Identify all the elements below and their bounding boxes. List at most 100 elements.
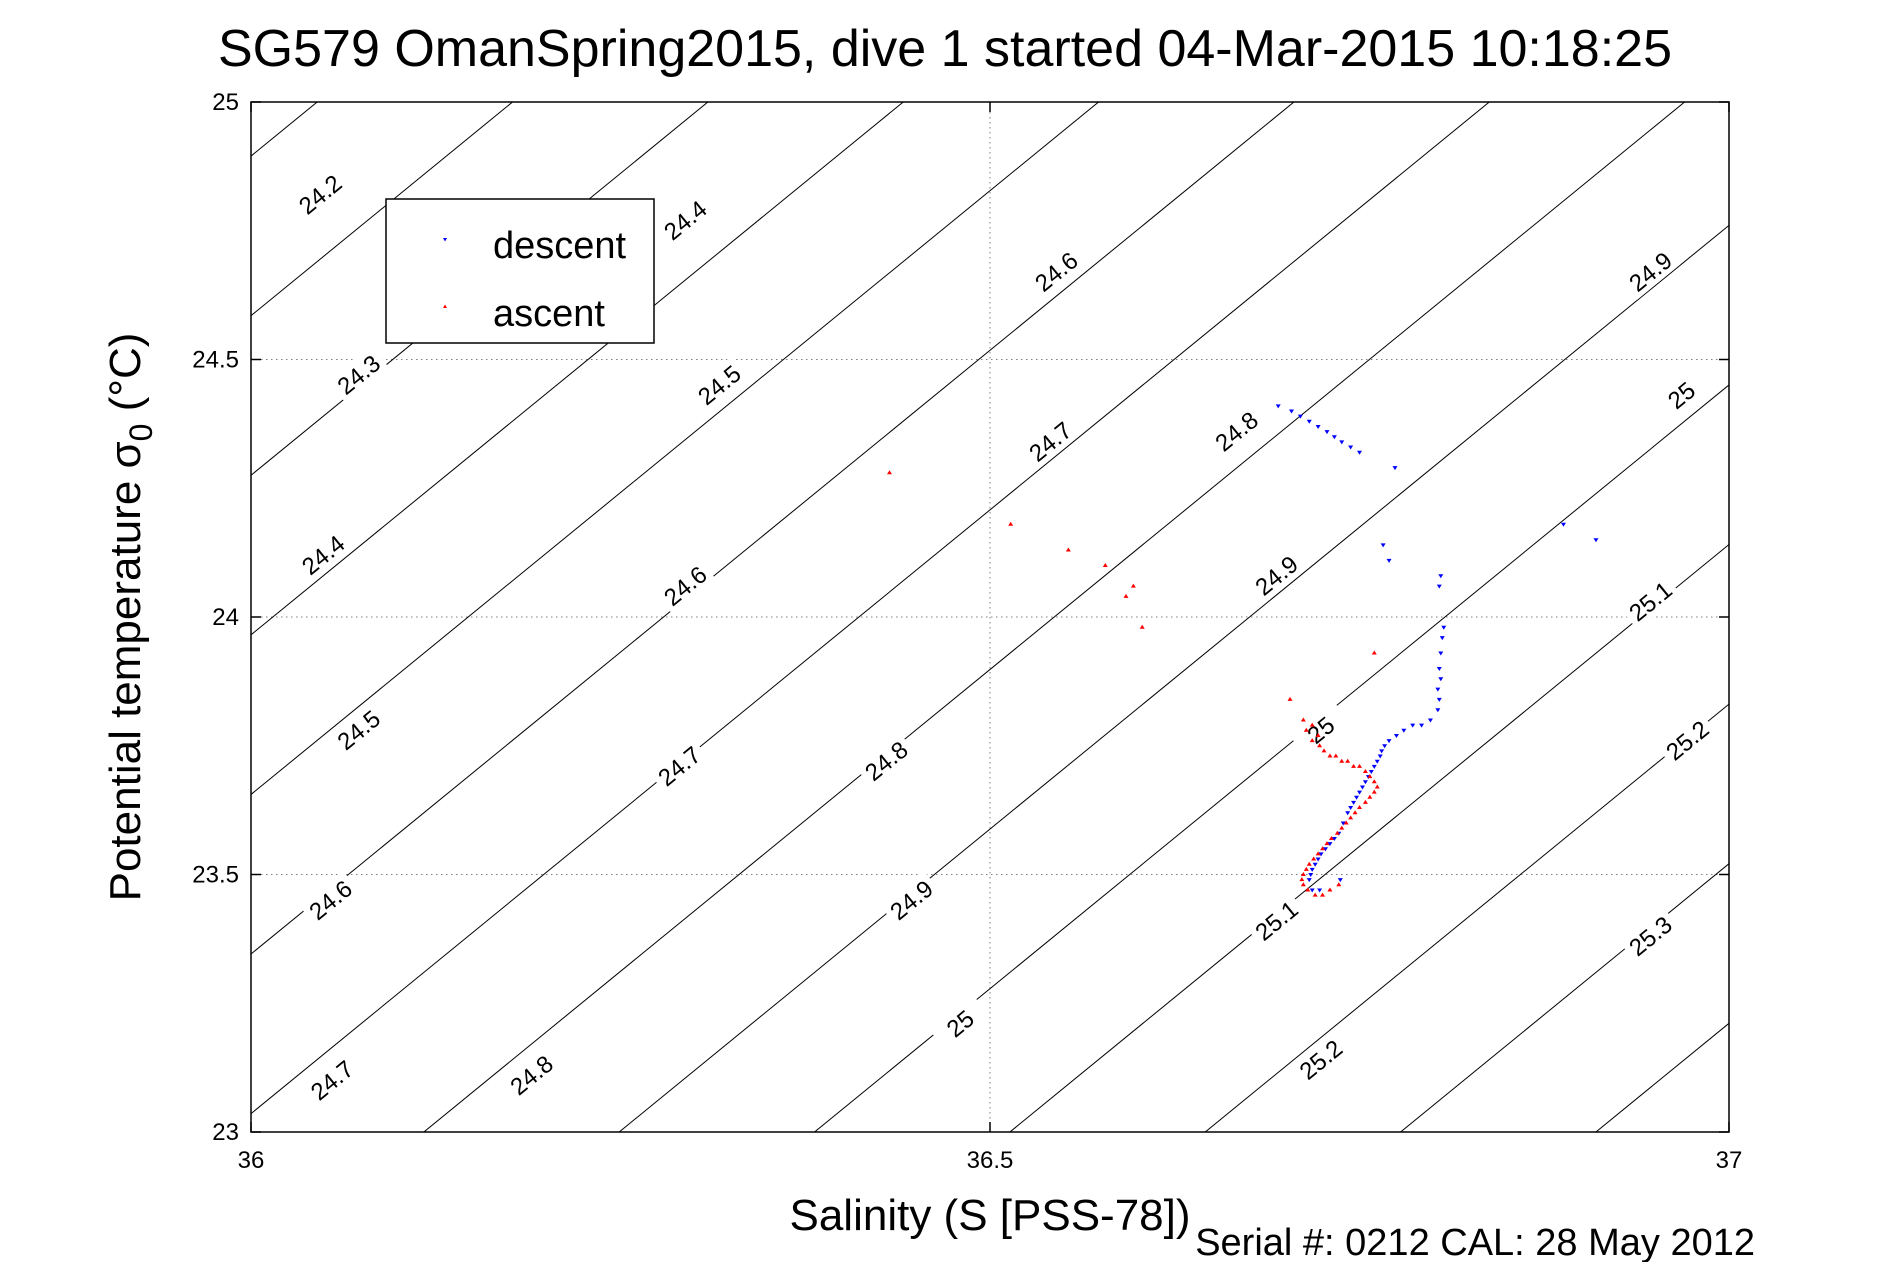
ascent-point: [1357, 763, 1362, 768]
descent-point: [1401, 728, 1407, 733]
ascent-point: [1309, 722, 1315, 727]
descent-point: [1368, 770, 1374, 774]
ascent-point: [1300, 882, 1306, 887]
contour-label: 25: [1650, 366, 1712, 424]
contour-label: 25: [929, 994, 991, 1052]
descent-point: [1359, 785, 1365, 790]
contour-label: 24.7: [301, 1051, 363, 1109]
y-axis-label-main: Potential temperature σ: [101, 441, 150, 901]
ascent-point: [1287, 696, 1293, 701]
contour-label: 24.6: [299, 870, 361, 929]
descent-point: [1386, 739, 1392, 744]
descent-point: [1312, 862, 1318, 867]
legend-descent-marker: [443, 238, 447, 242]
isopycnal-line: [423, 102, 1686, 1132]
descent-point: [1438, 677, 1444, 682]
descent-point: [1306, 878, 1312, 883]
x-tick-label: 36: [238, 1147, 265, 1174]
ascent-point: [886, 470, 892, 475]
contour-label: 25.3: [1619, 906, 1681, 965]
descent-point: [1309, 888, 1315, 893]
chart-title: SG579 OmanSpring2015, dive 1 started 04-…: [218, 20, 1672, 78]
descent-point: [1327, 842, 1333, 847]
contour-label: 24.9: [880, 870, 942, 929]
isopycnal-line: [1861, 0, 1891, 1235]
ascent-point: [1336, 882, 1342, 887]
ascent-point: [1367, 774, 1373, 779]
descent-point: [1435, 687, 1441, 692]
ascent-point: [1130, 583, 1136, 588]
ascent-point: [1139, 624, 1145, 629]
x-tick-label: 37: [1716, 1147, 1743, 1174]
contour-label: 25.1: [1245, 891, 1307, 949]
x-tick-label: 36.5: [967, 1147, 1014, 1174]
isopycnal-line: [0, 0, 53, 1235]
descent-point: [1297, 414, 1303, 419]
contour-label: 24.3: [327, 345, 389, 403]
ascent-point: [1321, 748, 1327, 753]
isopycnal-line: [251, 102, 1491, 1115]
descent-point: [1357, 790, 1362, 795]
contour-label: 24.8: [855, 731, 917, 789]
descent-point: [1309, 867, 1315, 872]
isopycnal-line: [1204, 703, 1729, 1132]
descent-point: [1331, 836, 1337, 841]
contour-label-bg: [648, 737, 710, 795]
legend-ascent-marker: [443, 304, 447, 308]
ascent-point: [1303, 727, 1309, 732]
contour-label-bg: [1289, 700, 1351, 759]
descent-point: [1379, 749, 1385, 754]
ascent-point: [1102, 563, 1108, 567]
contour-label-bg: [299, 870, 361, 929]
descent-point: [1315, 857, 1321, 862]
series-ascent: [886, 470, 1380, 897]
descent-point: [1306, 419, 1312, 424]
contour-label: 24.4: [292, 525, 354, 583]
descent-point: [1393, 733, 1399, 738]
descent-point: [1380, 543, 1386, 548]
contour-label-bg: [929, 994, 991, 1052]
descent-point: [1560, 522, 1566, 527]
ascent-point: [1306, 861, 1312, 866]
contour-label-bg: [1619, 242, 1681, 300]
ascent-point: [1315, 732, 1321, 737]
y-axis-label-subscript: 0: [123, 424, 159, 442]
contour-label: 24.6: [1025, 242, 1087, 300]
isopycnal-line: [813, 384, 1729, 1132]
contour-label: 24.2: [289, 165, 351, 223]
ascent-point: [1348, 815, 1354, 820]
descent-point: [1315, 424, 1321, 429]
descent-point: [1593, 538, 1599, 543]
descent-point: [1436, 584, 1442, 589]
descent-point: [1289, 409, 1295, 414]
ascent-point: [1371, 650, 1377, 655]
ascent-point: [1334, 830, 1340, 835]
ascent-point: [1352, 810, 1358, 815]
ascent-point: [1299, 877, 1305, 882]
contour-label-bg: [301, 1051, 363, 1109]
descent-point: [1441, 625, 1447, 630]
descent-point: [1317, 888, 1323, 893]
contour-label-bg: [292, 525, 354, 583]
descent-point: [1371, 764, 1377, 769]
descent-point: [1345, 811, 1351, 816]
ascent-point: [1300, 872, 1306, 876]
isopycnal-line: [251, 102, 905, 636]
descent-point: [1386, 558, 1392, 563]
contour-label: 25: [1289, 700, 1351, 759]
y-tick-label: 23.5: [192, 862, 239, 889]
grid-layer: [251, 102, 1729, 1132]
contour-label-bg: [1289, 1030, 1351, 1088]
ascent-point: [1327, 753, 1333, 758]
descent-point: [1362, 780, 1368, 785]
descent-point: [1382, 744, 1388, 749]
x-axis-label: Salinity (S [PSS-78]): [789, 1191, 1190, 1240]
legend-box: [385, 198, 655, 344]
ascent-point: [1317, 743, 1323, 748]
descent-point: [1324, 430, 1330, 435]
descent-point: [1348, 806, 1354, 811]
contour-label-bg: [327, 345, 389, 403]
descent-point: [1354, 795, 1360, 800]
y-axis-label-unit: (°C): [101, 333, 150, 424]
